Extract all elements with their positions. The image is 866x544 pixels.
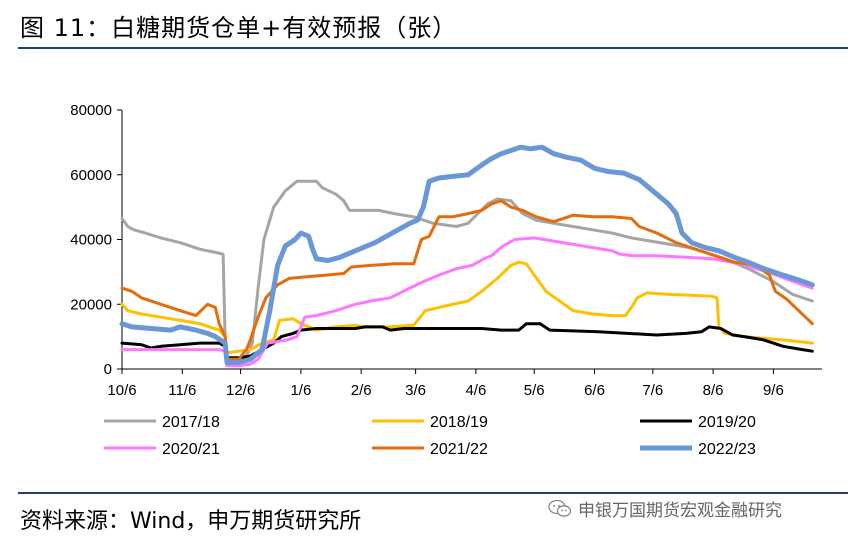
x-tick-label: 8/6 [703,382,724,399]
y-tick-label: 20000 [70,296,112,313]
y-tick-label: 60000 [70,167,112,184]
x-tick-label: 10/6 [107,382,136,399]
top-rule [18,47,848,49]
legend-label: 2020/21 [162,441,220,458]
x-tick-label: 4/6 [465,382,486,399]
x-tick-label: 3/6 [405,382,426,399]
chart-legend: 2017/18 2018/19 2019/20 2020/21 2021/22 2022/… [104,414,756,458]
series-line-2018-19 [120,260,814,355]
x-tick-label: 1/6 [290,382,311,399]
x-tick-label: 7/6 [642,382,663,399]
legend-label: 2017/18 [162,414,220,431]
y-tick-label: 0 [104,361,112,378]
chart-axes: 0 20000 40000 60000 80000 10/6 11/6 12/6 1/6 2/6 3… [70,102,822,399]
x-tick-label: 9/6 [763,382,784,399]
legend-label: 2019/20 [698,414,756,431]
y-tick-label: 80000 [70,102,112,119]
x-tick-label: 11/6 [168,382,196,399]
wechat-icon [548,499,572,519]
x-tick-label: 12/6 [226,382,255,399]
bottom-rule [18,492,848,494]
x-tick-label: 6/6 [584,382,605,399]
line-chart: 0 20000 40000 60000 80000 10/6 11/6 12/6 1/6 2/6 3… [70,102,822,458]
x-tick-label: 5/6 [524,382,545,399]
legend-label: 2021/22 [430,441,488,458]
x-tick-label: 2/6 [351,382,372,399]
legend-label: 2022/23 [698,441,756,458]
watermark: 申银万国期货宏观金融研究 [548,496,782,521]
chart-title: 图 11：白糖期货仓单+有效预报（张） [20,14,458,42]
series-line-2017-18 [120,179,814,363]
y-tick-label: 40000 [70,232,112,249]
series-line-2020-21 [120,236,814,368]
series-layer [119,144,815,368]
watermark-text: 申银万国期货宏观金融研究 [578,501,782,521]
source-note: 资料来源：Wind，申万期货研究所 [20,509,362,534]
legend-label: 2018/19 [430,414,488,431]
series-line-2022-23 [119,144,815,365]
series-line-2021-22 [120,199,814,361]
